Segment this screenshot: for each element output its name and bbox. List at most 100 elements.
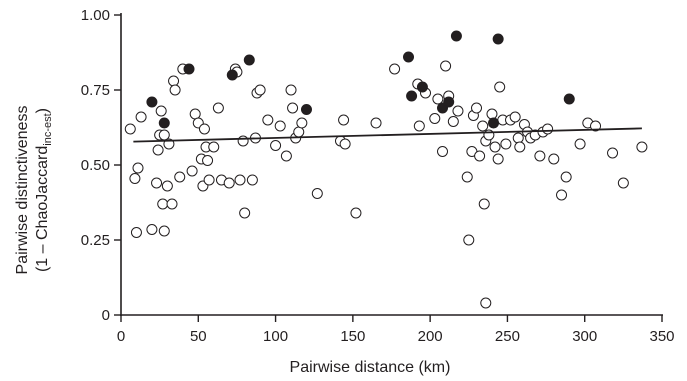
- x-axis-label: Pairwise distance (km): [290, 359, 451, 376]
- data-point-open: [254, 84, 266, 96]
- data-point-open: [311, 188, 323, 199]
- data-point-open: [461, 171, 473, 183]
- data-point-open: [129, 173, 141, 184]
- data-point-open: [169, 84, 181, 96]
- data-point-open: [556, 189, 568, 201]
- data-point-open: [223, 177, 235, 189]
- data-point-open: [350, 207, 362, 219]
- data-point-open: [280, 150, 292, 162]
- data-point-open: [246, 174, 258, 186]
- data-point-filled: [226, 69, 238, 81]
- y-tick-label: 0.75: [81, 82, 110, 99]
- y-tick-label: 0.25: [81, 232, 110, 249]
- data-point-open: [370, 117, 382, 129]
- data-point-open: [212, 102, 224, 114]
- data-point-open: [514, 141, 526, 153]
- x-tick-label: 200: [418, 328, 443, 345]
- data-point-open: [492, 153, 504, 165]
- data-point-open: [338, 114, 350, 126]
- x-tick-label: 50: [190, 328, 207, 345]
- data-point-open: [285, 84, 297, 96]
- data-point-open: [287, 102, 299, 114]
- data-point-open: [274, 120, 286, 132]
- data-point-open: [452, 105, 464, 117]
- data-point-open: [208, 141, 220, 153]
- data-point-open: [296, 117, 308, 129]
- data-point-filled: [443, 96, 455, 108]
- data-point-open: [135, 111, 147, 123]
- data-point-open: [151, 177, 163, 189]
- data-points: [124, 30, 648, 309]
- y-tick-label: 0.50: [81, 157, 110, 174]
- data-point-open: [471, 102, 483, 114]
- data-point-open: [389, 63, 401, 75]
- y-axis-label: Pairwise distinctiveness (1 – ChaoJaccar…: [14, 106, 54, 275]
- data-point-filled: [243, 54, 255, 66]
- data-point-open: [239, 207, 251, 219]
- data-point-open: [478, 198, 490, 210]
- data-point-open: [124, 123, 136, 135]
- data-point-open: [158, 129, 170, 141]
- data-point-open: [157, 198, 169, 210]
- data-point-filled: [300, 104, 312, 115]
- data-point-open: [607, 147, 619, 159]
- x-tick-label: 350: [649, 328, 674, 345]
- data-point-open: [293, 126, 305, 138]
- plot-area: 0 0.25 0.50 0.75 1.00 0 50 100 150 200 250 300 350: [81, 7, 675, 345]
- data-point-open: [166, 198, 178, 210]
- data-point-filled: [563, 93, 575, 105]
- data-point-filled: [146, 96, 158, 108]
- data-point-open: [447, 116, 459, 127]
- data-point-open: [186, 165, 198, 177]
- y-axis-label-line1: Pairwise distinctiveness: [14, 106, 31, 275]
- data-point-open: [560, 171, 572, 183]
- data-point-open: [158, 225, 170, 237]
- data-point-open: [542, 123, 554, 135]
- data-point-open: [534, 150, 546, 162]
- data-point-open: [486, 108, 498, 120]
- x-tick-label: 100: [263, 328, 288, 345]
- trend-line: [133, 127, 642, 143]
- data-point-open: [480, 297, 492, 309]
- data-point-open: [234, 174, 246, 186]
- x-axis-ticks: 0 50 100 150 200 250 300 350: [117, 315, 675, 345]
- y-tick-label: 0: [102, 307, 110, 324]
- data-point-open: [174, 171, 186, 183]
- data-point-open: [161, 180, 173, 192]
- data-point-filled: [416, 81, 428, 93]
- data-point-open: [237, 135, 249, 147]
- x-tick-label: 250: [495, 328, 520, 345]
- data-point-open: [202, 155, 214, 166]
- data-point-open: [477, 120, 489, 132]
- data-point-filled: [406, 90, 418, 102]
- data-point-open: [474, 150, 486, 162]
- data-point-open: [636, 141, 648, 153]
- data-point-open: [132, 162, 144, 174]
- data-point-open: [203, 174, 215, 186]
- data-point-open: [432, 93, 444, 105]
- data-point-open: [617, 177, 629, 189]
- data-point-open: [413, 120, 425, 132]
- data-point-open: [189, 108, 201, 120]
- data-point-open: [130, 227, 142, 238]
- data-point-open: [440, 60, 452, 72]
- data-point-open: [509, 111, 521, 123]
- data-point-open: [500, 138, 512, 150]
- data-point-filled: [158, 117, 170, 129]
- data-point-filled: [492, 33, 504, 45]
- data-point-filled: [488, 117, 500, 129]
- y-axis-label-prefix: (1 – ChaoJaccard: [34, 146, 51, 272]
- data-point-filled: [183, 63, 195, 75]
- data-point-open: [489, 141, 501, 153]
- y-axis-label-suffix: ): [34, 108, 51, 113]
- data-point-open: [512, 132, 524, 144]
- data-point-open: [152, 144, 164, 156]
- data-point-open: [590, 120, 602, 132]
- data-point-open: [429, 113, 441, 124]
- data-point-open: [463, 234, 475, 246]
- data-point-open: [262, 114, 274, 126]
- x-tick-label: 150: [340, 328, 365, 345]
- x-tick-label: 0: [117, 328, 125, 345]
- data-point-filled: [403, 51, 415, 63]
